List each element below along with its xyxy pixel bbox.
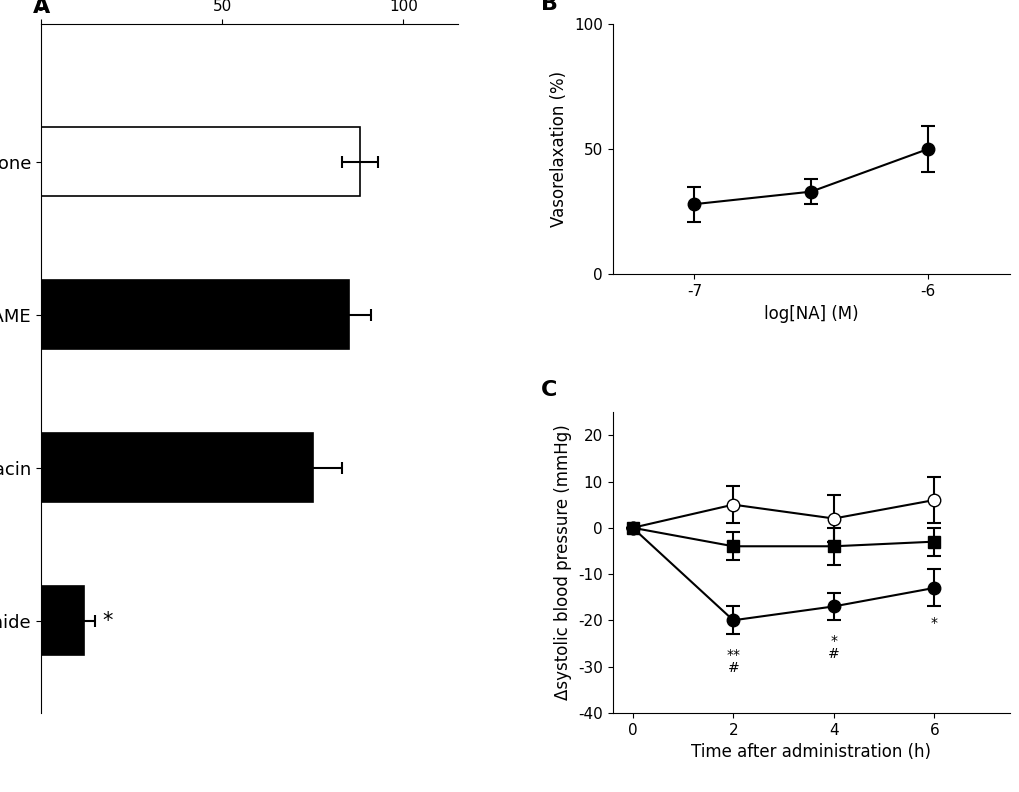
Bar <box>41 127 360 196</box>
X-axis label: Time after administration (h): Time after administration (h) <box>691 743 930 761</box>
Text: A: A <box>33 0 50 17</box>
Text: B: B <box>540 0 557 13</box>
Text: **
#: ** # <box>726 648 740 675</box>
Bar <box>41 586 85 655</box>
Text: *: * <box>930 615 936 630</box>
X-axis label: log[NA] (M): log[NA] (M) <box>763 305 858 322</box>
Bar <box>41 280 348 349</box>
Text: *
#: * # <box>827 634 839 661</box>
Text: *: * <box>102 611 113 631</box>
Y-axis label: Δsystolic blood pressure (mmHg): Δsystolic blood pressure (mmHg) <box>554 425 572 700</box>
Y-axis label: Vasorelaxation (%): Vasorelaxation (%) <box>550 71 568 227</box>
Text: C: C <box>540 380 557 400</box>
Bar <box>41 433 313 502</box>
